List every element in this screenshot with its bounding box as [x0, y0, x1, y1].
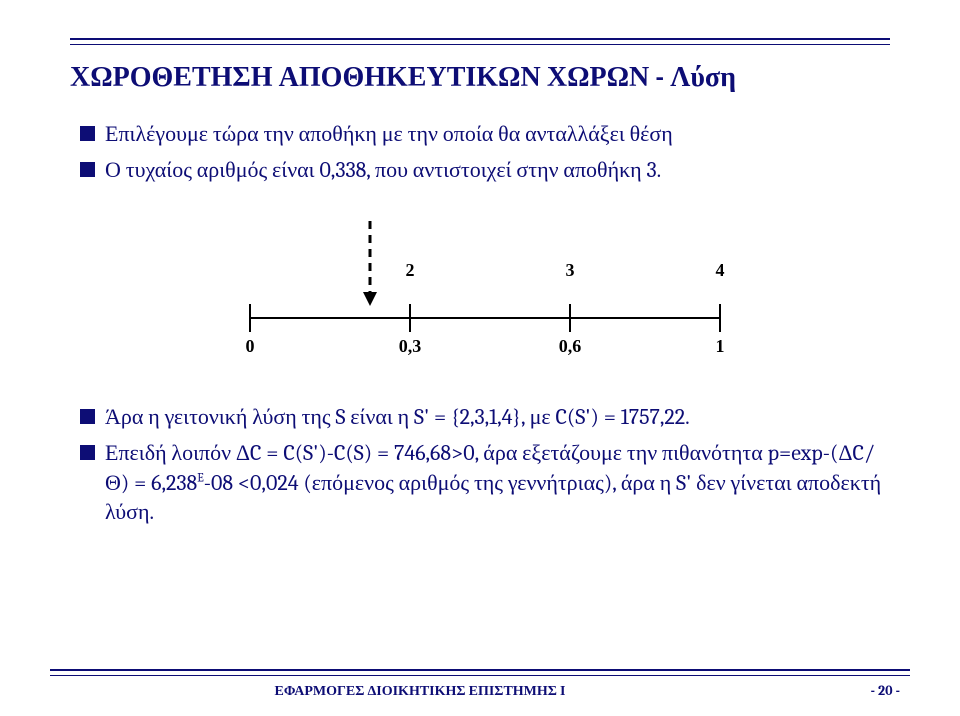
svg-text:1: 1: [716, 336, 725, 356]
bullet-item: Επειδή λοιπόν ΔC = C(S')-C(S) = 746,68>0…: [80, 439, 890, 528]
bullet-square-icon: [80, 445, 95, 460]
bullet-item: Επιλέγουμε τώρα την αποθήκη με την οποία…: [80, 120, 890, 150]
bullet-square-icon: [80, 409, 95, 424]
bullet-text: Ο τυχαίος αριθμός είναι 0,338, που αντισ…: [105, 156, 661, 186]
footer-rule-thin: [50, 675, 910, 676]
bullets-upper: Επιλέγουμε τώρα την αποθήκη με την οποία…: [80, 120, 890, 185]
svg-text:4: 4: [716, 260, 725, 280]
number-line-diagram: 0 0,3 2 0,6 3 1 4: [220, 213, 740, 367]
bullet-square-icon: [80, 162, 95, 177]
bullet-square-icon: [80, 126, 95, 141]
svg-text:0,6: 0,6: [559, 336, 582, 356]
svg-text:0,3: 0,3: [399, 336, 422, 356]
bullet-item: Άρα η γειτονική λύση της S είναι η S' = …: [80, 403, 890, 433]
svg-text:2: 2: [406, 260, 415, 280]
footer-rule-thick: [50, 669, 910, 671]
page-title: ΧΩΡΟΘΕΤΗΣΗ ΑΠΟΘΗΚΕΥΤΙΚΩΝ ΧΩΡΩΝ - Λύση: [70, 61, 890, 94]
bullet-text: Άρα η γειτονική λύση της S είναι η S' = …: [105, 403, 690, 433]
bullets-lower: Άρα η γειτονική λύση της S είναι η S' = …: [80, 403, 890, 528]
svg-text:3: 3: [566, 260, 575, 280]
header-rule-thin: [70, 44, 890, 45]
footer-page-number: - 20 -: [840, 682, 900, 700]
footer: ΕΦΑΡΜΟΓΕΣ ΔΙΟΙΚΗΤΙΚΗΣ ΕΠΙΣΤΗΜΗΣ Ι - 20 -: [0, 669, 960, 700]
bullet-item: Ο τυχαίος αριθμός είναι 0,338, που αντισ…: [80, 156, 890, 186]
header-rule-thick: [70, 38, 890, 40]
svg-text:0: 0: [246, 336, 255, 356]
bullet-text: Επειδή λοιπόν ΔC = C(S')-C(S) = 746,68>0…: [105, 439, 890, 528]
bullet-text: Επιλέγουμε τώρα την αποθήκη με την οποία…: [105, 120, 673, 150]
footer-left-text: ΕΦΑΡΜΟΓΕΣ ΔΙΟΙΚΗΤΙΚΗΣ ΕΠΙΣΤΗΜΗΣ Ι: [0, 682, 840, 700]
